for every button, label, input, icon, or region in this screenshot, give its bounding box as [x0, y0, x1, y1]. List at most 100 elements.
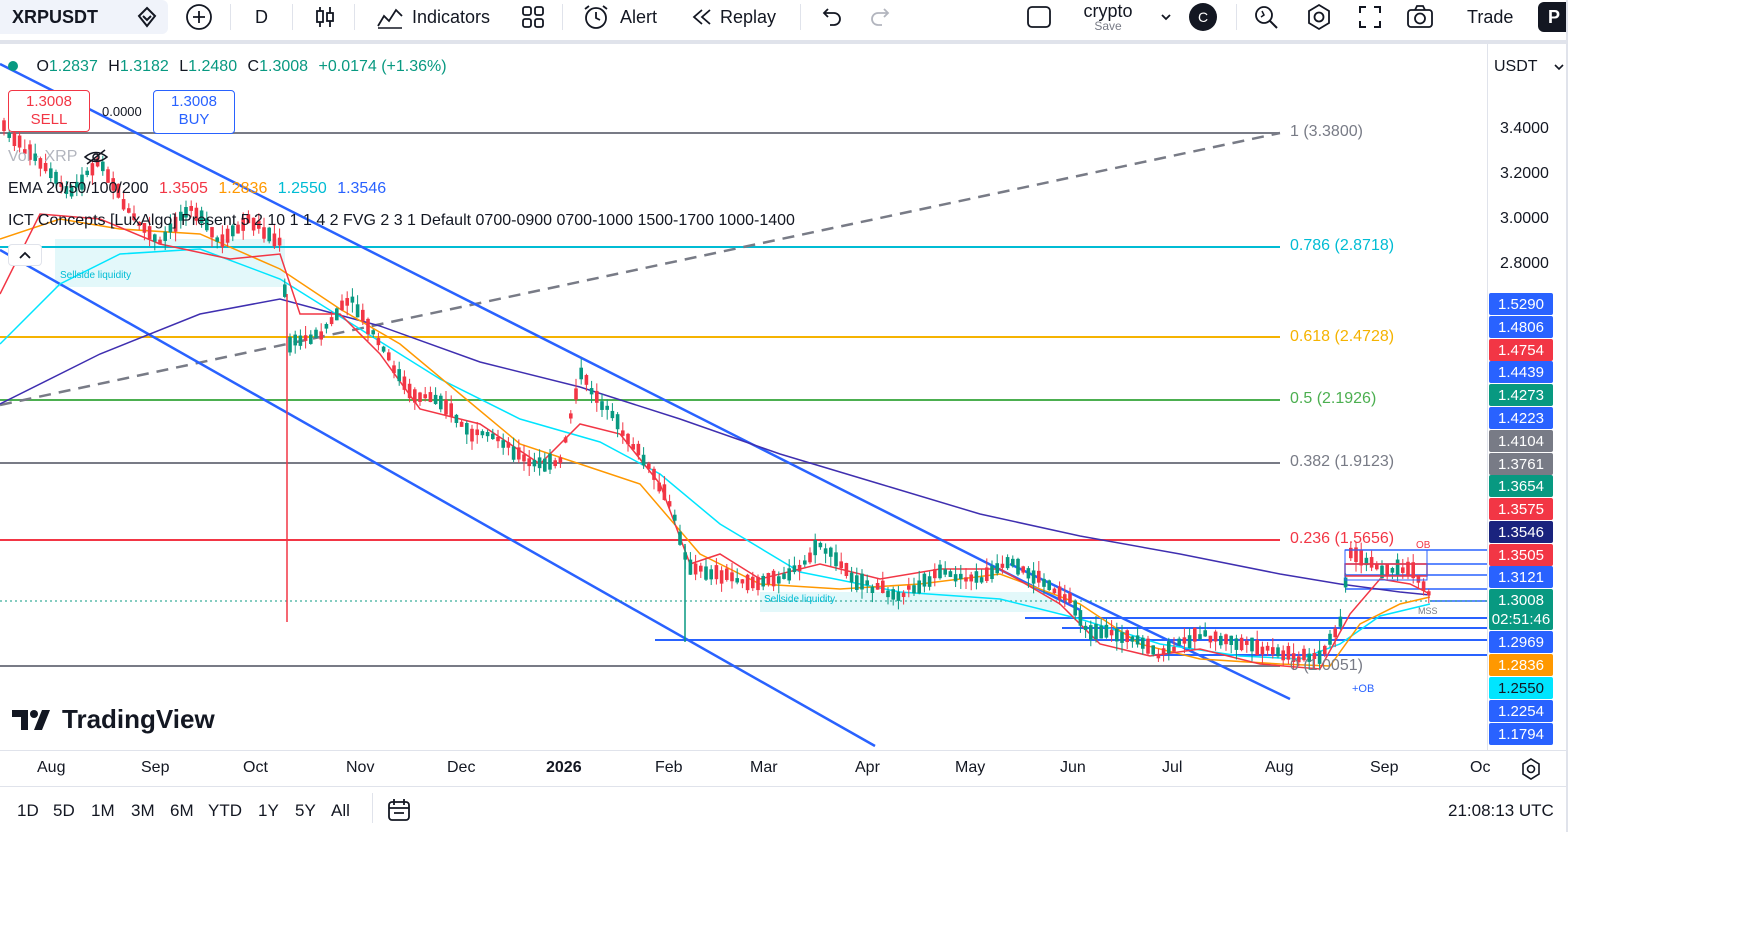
candle-body	[1385, 563, 1389, 576]
collapse-legend-button[interactable]	[8, 244, 42, 266]
layout-name-button[interactable]: crypto Save	[1080, 0, 1136, 34]
time-axis[interactable]: Aug Sep Oct Nov Dec 2026 Feb Mar Apr May…	[0, 750, 1568, 784]
fullscreen-icon[interactable]	[1356, 0, 1384, 34]
range-ytd-button[interactable]: YTD	[208, 801, 242, 820]
price-badge: 1.4754	[1489, 339, 1553, 361]
add-symbol-diamond-icon[interactable]	[134, 0, 160, 34]
ohlc-h-label: H	[108, 58, 120, 75]
fib-trend-line[interactable]	[0, 131, 1281, 407]
chevron-up-icon	[19, 251, 31, 259]
price-badge: 1.4439	[1489, 361, 1553, 383]
candle-body	[844, 562, 849, 576]
candle-body	[449, 403, 453, 417]
volume-legend[interactable]: Vol · XRP	[8, 148, 109, 166]
candle-body	[1083, 625, 1088, 631]
avatar[interactable]: C	[1189, 0, 1217, 34]
candle-body	[1255, 640, 1259, 656]
candle-body	[1078, 610, 1083, 626]
candle-body	[1364, 557, 1369, 566]
ohlc-o-label: O	[36, 58, 49, 75]
ohlc-l-label: L	[179, 58, 189, 75]
price-axis[interactable]: USDT 3.4000 3.2000 3.0000 2.8000 1.5290 1…	[1487, 44, 1567, 750]
candle-body	[428, 392, 433, 403]
range-5y-button[interactable]: 5Y	[295, 801, 316, 820]
redo-icon[interactable]	[868, 0, 894, 34]
fullscreen-square-icon[interactable]	[1025, 0, 1053, 34]
range-5d-button[interactable]: 5D	[53, 801, 75, 820]
bottom-blank-area	[0, 832, 1752, 932]
range-1d-button[interactable]: 1D	[17, 801, 39, 820]
chart-pane[interactable]: Sellside liquidity Sellside liquidity OB…	[0, 44, 1487, 750]
chevron-down-icon[interactable]	[1158, 0, 1174, 34]
candle-body	[917, 580, 921, 594]
channel-upper-line[interactable]	[0, 62, 1081, 612]
time-label: Aug	[1265, 759, 1294, 776]
price-badge: 1.3654	[1489, 475, 1553, 497]
range-1y-button[interactable]: 1Y	[258, 801, 279, 820]
price-tick: 2.8000	[1500, 255, 1549, 272]
sell-button[interactable]: 1.3008 SELL	[8, 90, 90, 132]
candle-body	[808, 552, 812, 563]
candle-body	[69, 187, 74, 197]
candle-body	[1161, 648, 1166, 656]
sell-price: 1.3008	[26, 93, 72, 110]
candle-body	[1089, 625, 1093, 640]
symbol-name[interactable]: XRPUSDT	[12, 6, 99, 27]
indicators-label: Indicators	[412, 6, 491, 27]
utc-clock[interactable]: 21:08:13 UTC	[1448, 801, 1554, 820]
candle-body	[1260, 646, 1265, 655]
candle-body	[28, 144, 32, 160]
currency-selector[interactable]: USDT	[1494, 58, 1566, 76]
candle-body	[1354, 547, 1358, 562]
candle-body	[64, 186, 69, 194]
ohlc-c-label: C	[247, 58, 260, 75]
trade-button[interactable]: Trade	[1467, 6, 1514, 27]
range-3m-button[interactable]: 3M	[131, 801, 155, 820]
candle-body	[1375, 563, 1379, 570]
candle-body	[1031, 570, 1036, 584]
ema-legend[interactable]: EMA 20/50/100/200 1.3505 1.2836 1.2550 1…	[8, 180, 386, 198]
chart-settings-gear-icon[interactable]	[1518, 756, 1544, 787]
candle-body	[491, 433, 495, 440]
channel-extension-line[interactable]	[1009, 562, 1291, 701]
undo-icon[interactable]	[818, 0, 844, 34]
ohlc-change: +0.0174 (+1.36%)	[318, 58, 447, 75]
candle-body	[652, 468, 656, 480]
ob-label: OB	[1416, 540, 1431, 551]
fib-label-0382: 0.382 (1.9123)	[1290, 453, 1395, 470]
channel-lower-line[interactable]	[0, 248, 876, 748]
replay-button[interactable]: Replay	[690, 0, 776, 34]
settings-gear-icon[interactable]	[1304, 0, 1334, 34]
interval-button[interactable]: D	[255, 6, 268, 27]
currency-label: USDT	[1494, 58, 1538, 75]
candle-body	[813, 539, 817, 556]
time-label: Apr	[855, 759, 880, 776]
publish-button[interactable]: P	[1538, 0, 1568, 34]
candle-body	[361, 309, 365, 322]
candle-body	[823, 548, 828, 554]
top-toolbar: XRPUSDT D Indicators Alert Replay crypto…	[0, 0, 1752, 34]
ema-label: EMA 20/50/100/200	[8, 180, 149, 197]
candles-icon[interactable]	[312, 0, 338, 34]
candle-body	[1167, 641, 1171, 654]
quick-search-icon[interactable]	[1252, 0, 1280, 34]
range-all-button[interactable]: All	[331, 801, 350, 820]
camera-icon[interactable]	[1405, 0, 1435, 34]
range-1m-button[interactable]: 1M	[91, 801, 115, 820]
candle-body	[506, 442, 511, 448]
layouts-grid-icon[interactable]	[520, 0, 546, 34]
range-6m-button[interactable]: 6M	[170, 801, 194, 820]
candle-body	[283, 284, 287, 297]
candle-body	[714, 565, 719, 580]
price-chart[interactable]	[0, 44, 1487, 750]
ohlc-h-value: 1.3182	[119, 58, 169, 75]
candle-body	[1104, 624, 1109, 638]
alert-button[interactable]: Alert	[582, 0, 657, 34]
calendar-icon[interactable]	[386, 797, 412, 828]
indicators-button[interactable]: Indicators	[376, 0, 490, 34]
eye-hidden-icon[interactable]	[83, 148, 109, 166]
compare-plus-icon[interactable]	[184, 0, 214, 34]
time-label: Sep	[1370, 759, 1399, 776]
ict-indicator-legend[interactable]: ICT Concepts [LuxAlgo] Present 5 2 10 1 …	[8, 212, 795, 229]
buy-button[interactable]: 1.3008 BUY	[153, 90, 235, 134]
